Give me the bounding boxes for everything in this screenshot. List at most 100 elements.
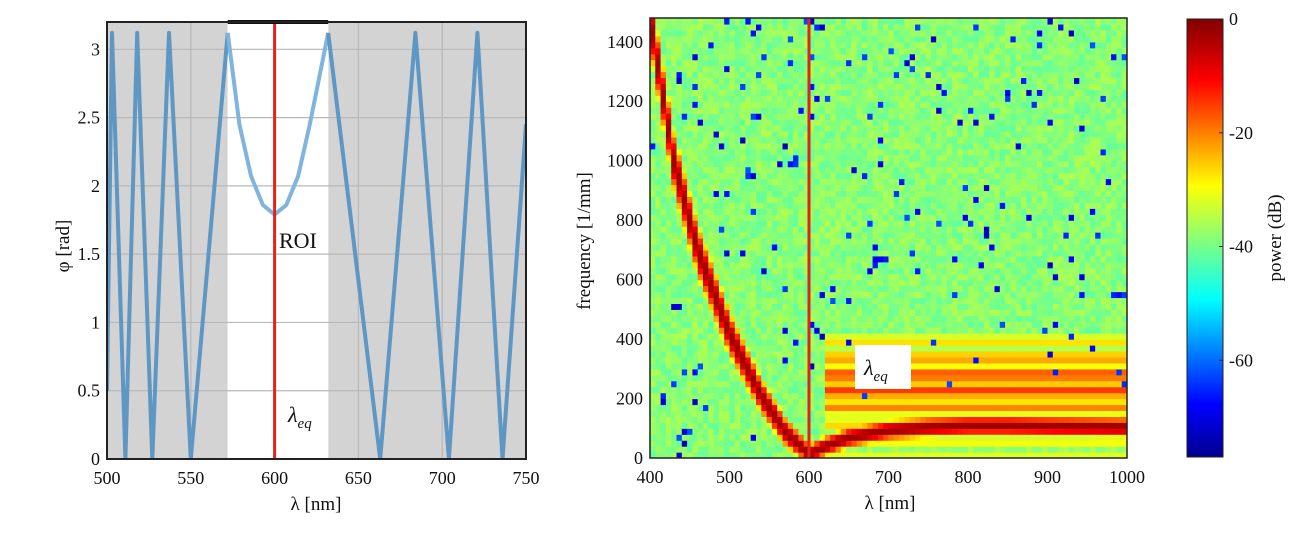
heatmap-cell [877, 392, 884, 400]
heatmap-cell [888, 452, 895, 458]
heatmap-cell [936, 291, 943, 299]
heatmap-cell [904, 422, 911, 429]
heatmap-cell [798, 386, 805, 394]
heatmap-cell [952, 125, 958, 132]
heatmap-cell [888, 47, 895, 55]
heatmap-cell [713, 440, 720, 447]
heatmap-cell [862, 184, 868, 192]
heatmap-cell [835, 208, 842, 215]
heatmap-cell [846, 232, 852, 239]
heatmap-cell [936, 261, 943, 269]
heatmap-cell [830, 398, 837, 406]
heatmap-cell [782, 255, 789, 263]
heatmap-cell [925, 261, 932, 269]
heatmap-cell [962, 226, 969, 233]
heatmap-cell [930, 89, 937, 96]
heatmap-cell [713, 101, 720, 108]
heatmap-cell [840, 428, 847, 435]
heatmap-cell [750, 190, 757, 197]
heatmap-cell [978, 374, 985, 382]
heatmap-cell [994, 356, 1001, 364]
heatmap-cell [756, 202, 762, 209]
heatmap-cell [734, 232, 741, 239]
heatmap-cell [978, 434, 985, 441]
heatmap-cell [893, 41, 900, 49]
heatmap-cell [671, 356, 678, 364]
heatmap-cell [946, 101, 953, 108]
heatmap-cell [771, 356, 778, 364]
heatmap-cell [777, 249, 784, 257]
heatmap-cell [915, 261, 921, 269]
heatmap-cell [862, 101, 868, 108]
heatmap-cell [750, 368, 757, 376]
heatmap-cell [952, 285, 958, 293]
heatmap-cell [782, 309, 789, 316]
heatmap-cell [766, 214, 773, 221]
heatmap-cell [729, 398, 736, 406]
heatmap-cell [681, 368, 688, 376]
heatmap-cell [883, 267, 890, 275]
heatmap-cell [740, 350, 746, 358]
heatmap-cell [650, 154, 656, 162]
heatmap-cell [665, 83, 672, 90]
heatmap-cell [920, 101, 927, 108]
heatmap-cell [824, 321, 831, 328]
heatmap-cell [708, 368, 715, 376]
heatmap-cell [973, 232, 980, 239]
heatmap-cell [978, 47, 985, 55]
heatmap-cell [650, 23, 656, 31]
heatmap-cell [766, 410, 773, 417]
heatmap-cell [962, 47, 969, 55]
heatmap-cell [703, 249, 709, 257]
heatmap-cell [851, 41, 858, 49]
heatmap-cell [883, 428, 890, 435]
heatmap-cell [703, 404, 709, 412]
heatmap-cell [665, 279, 672, 287]
heatmap-cell [856, 77, 863, 85]
heatmap-cell [989, 35, 996, 43]
heatmap-cell [819, 83, 826, 90]
heatmap-cell [713, 428, 720, 435]
heatmap-cell [856, 416, 863, 423]
heatmap-cell [973, 238, 980, 245]
heatmap-cell [930, 184, 937, 192]
heatmap-cell [782, 434, 789, 441]
heatmap-cell [692, 249, 699, 257]
heatmap-cell [724, 285, 731, 293]
heatmap-cell [798, 125, 805, 132]
heatmap-cell [660, 333, 667, 340]
heatmap-cell [856, 434, 863, 441]
heatmap-cell [904, 113, 911, 120]
heatmap-cell [676, 154, 683, 162]
heatmap-cell [650, 196, 656, 203]
heatmap-cell [872, 315, 879, 322]
heatmap-cell [660, 321, 667, 328]
heatmap-cell [925, 297, 932, 305]
heatmap-cell [809, 249, 815, 257]
heatmap-cell [756, 422, 762, 429]
heatmap-cell [740, 178, 746, 186]
heatmap-cell [989, 422, 996, 429]
heatmap-cell [650, 130, 656, 138]
heatmap-cell [941, 59, 948, 67]
heatmap-cell [952, 83, 958, 90]
heatmap-cell [777, 356, 784, 364]
heatmap-cell [734, 71, 741, 79]
heatmap-cell [745, 214, 752, 221]
heatmap-cell [750, 267, 757, 275]
heatmap-cell [936, 380, 943, 388]
heatmap-cell [713, 380, 720, 388]
heatmap-cell [952, 303, 958, 310]
heatmap-cell [793, 125, 799, 132]
heatmap-cell [734, 392, 741, 400]
heatmap-cell [856, 89, 863, 96]
heatmap-cell [718, 327, 725, 334]
heatmap-cell [718, 136, 725, 144]
heatmap-cell [846, 368, 852, 376]
heatmap-cell [946, 59, 953, 67]
heatmap-cell [761, 107, 768, 114]
heatmap-cell [962, 374, 969, 382]
heatmap-cell [729, 410, 736, 417]
heatmap-cell [793, 380, 799, 388]
heatmap-cell [713, 172, 720, 180]
